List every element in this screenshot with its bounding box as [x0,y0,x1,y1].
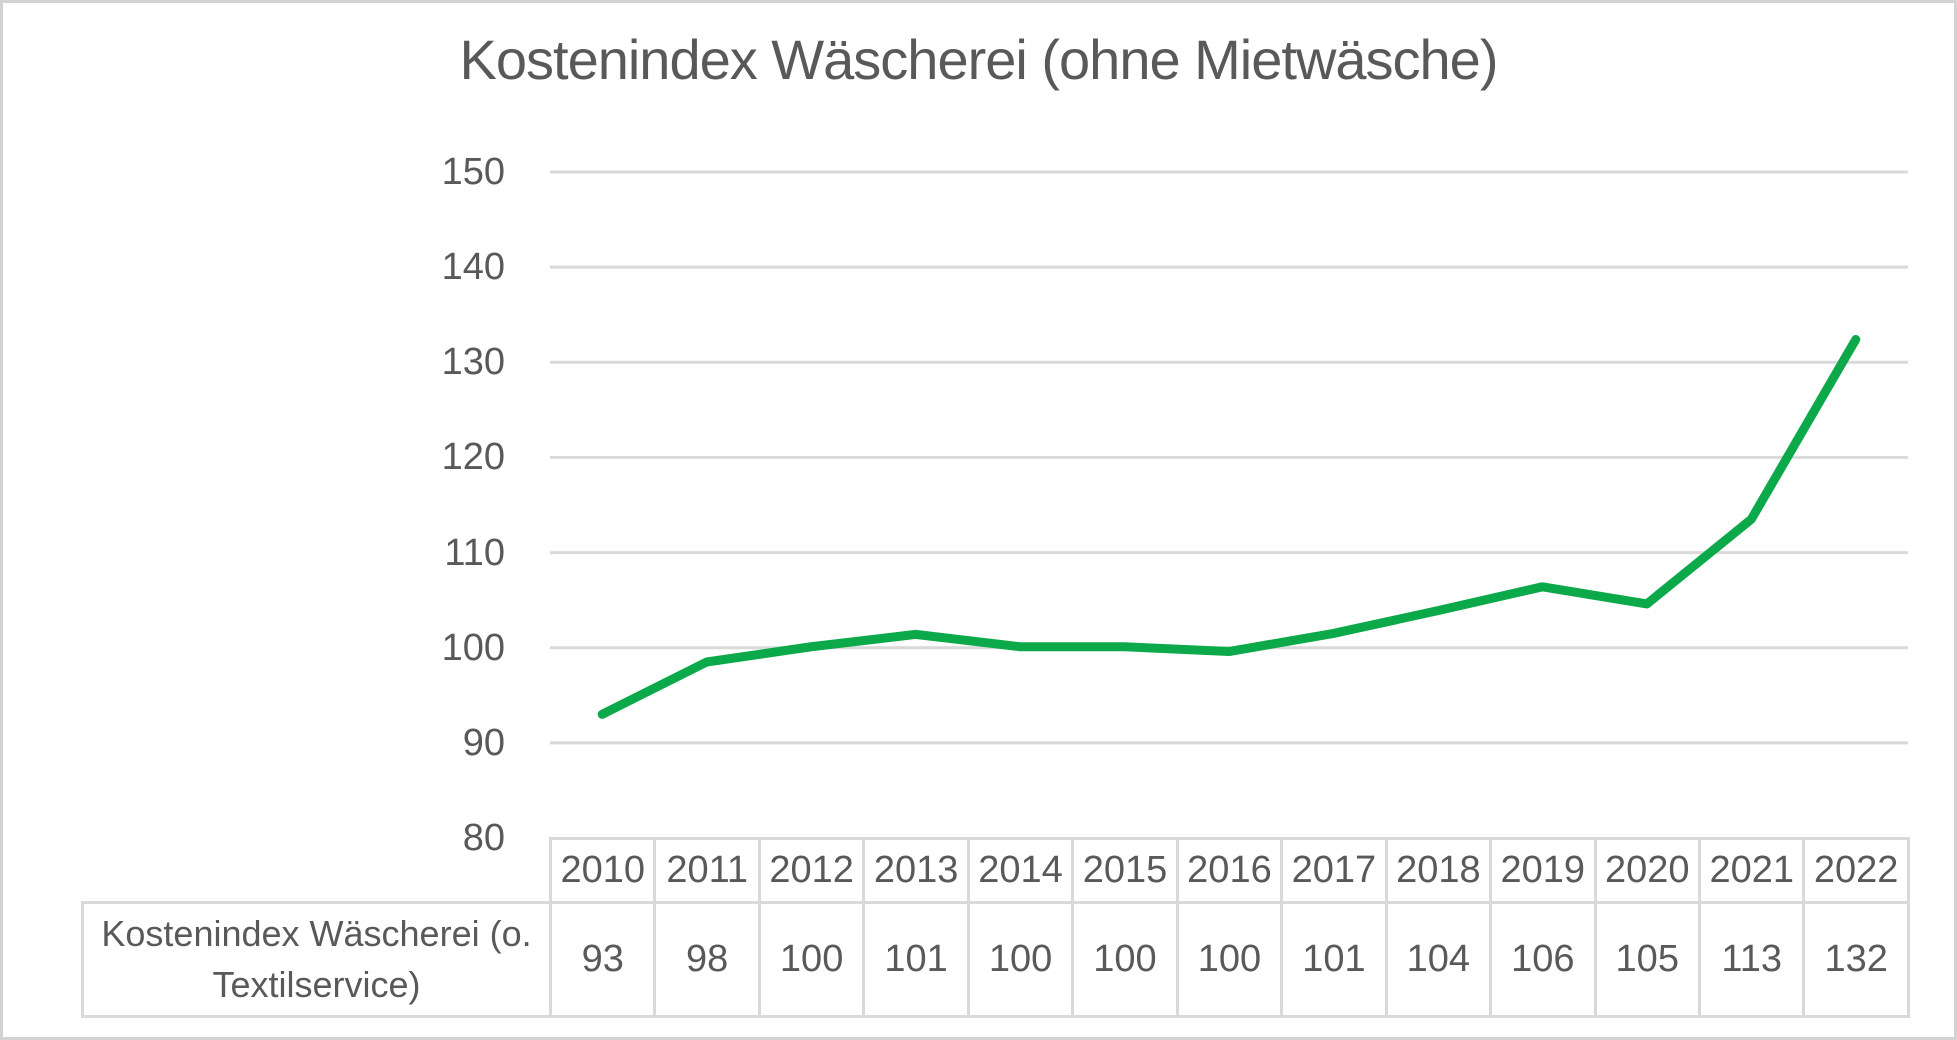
year-header-cell: 2017 [1280,837,1388,904]
year-header-cell: 2015 [1071,837,1179,904]
series-line [597,334,1861,719]
value-cell: 98 [653,901,761,1018]
data-table: 2010 2011 2012 2013 2014 2015 2016 2017 2018 2019… [81,837,1910,1018]
year-header-cell: 2018 [1384,837,1493,904]
series-label-cell: Kostenindex Wäscherei (o. Textilservice) [81,901,552,1018]
value-cell: 101 [862,901,970,1018]
value-cell: 106 [1489,901,1597,1018]
year-header-cell: 2011 [653,837,761,904]
value-cell: 100 [1071,901,1179,1018]
chart-title: Kostenindex Wäscherei (ohne Mietwäsche) [459,28,1499,91]
year-header-cell: 2022 [1802,837,1910,904]
year-header-cell: 2014 [966,837,1075,904]
year-header-cell: 2021 [1697,837,1806,904]
plot-area [550,170,1908,745]
year-header-cell: 2012 [757,837,866,904]
table-value-row: Kostenindex Wäscherei (o. Textilservice)… [81,901,1910,1018]
year-header-cell: 2019 [1489,837,1597,904]
year-header-cell: 2020 [1593,837,1701,904]
value-cell: 113 [1697,901,1806,1018]
table-corner-spacer [83,839,551,903]
year-header-cell: 2010 [548,837,657,904]
year-header-cell: 2013 [862,837,970,904]
year-header-cell: 2016 [1175,837,1284,904]
value-cell: 100 [1175,901,1284,1018]
value-cell: 100 [757,901,866,1018]
value-cell: 132 [1802,901,1910,1018]
value-cell: 105 [1593,901,1701,1018]
table-header-row: 2010 2011 2012 2013 2014 2015 2016 2017 2018 2019… [83,837,1910,904]
value-cell: 104 [1384,901,1493,1018]
value-cell: 100 [966,901,1075,1018]
value-cell: 101 [1280,901,1388,1018]
value-cell: 93 [548,901,657,1018]
